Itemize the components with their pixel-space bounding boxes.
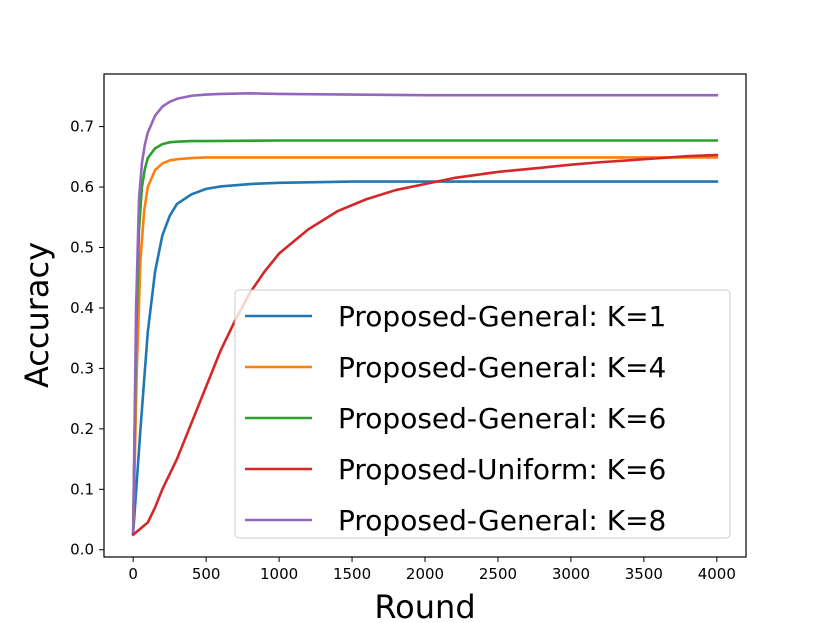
x-tick-label: 4000 — [698, 565, 736, 583]
series-line-2 — [131, 156, 719, 533]
series-layer — [131, 92, 719, 537]
y-axis-label: Accuracy — [18, 242, 56, 388]
legend-label: Proposed-General: K=4 — [338, 351, 666, 384]
series-line-5 — [131, 92, 719, 533]
y-tick-label: 0.2 — [70, 420, 94, 438]
y-tick-label: 0.4 — [70, 299, 94, 317]
x-axis-ticks: 0 500 1000 1500 2000 2500 3000 3500 4000 — [128, 557, 736, 583]
x-axis-label: Round — [374, 588, 475, 623]
y-tick-label: 0.5 — [70, 238, 94, 256]
x-tick-label: 2500 — [479, 565, 517, 583]
legend: Proposed-General: K=1 Proposed-General: K… — [234, 289, 731, 539]
x-tick-label: 1000 — [260, 565, 298, 583]
y-axis-ticks: 0.0 0.1 0.2 0.3 0.4 0.5 0.6 0.7 — [70, 118, 104, 559]
x-tick-label: 0 — [128, 565, 138, 583]
x-tick-label: 3500 — [625, 565, 663, 583]
x-tick-label: 3000 — [552, 565, 590, 583]
y-tick-label: 0.3 — [70, 359, 94, 377]
series-line-3 — [131, 139, 719, 533]
legend-label: Proposed-Uniform: K=6 — [338, 453, 666, 486]
legend-label: Proposed-General: K=1 — [338, 300, 666, 333]
series-line-4 — [131, 153, 719, 537]
y-tick-label: 0.1 — [70, 480, 94, 498]
legend-box — [234, 289, 731, 539]
legend-label: Proposed-General: K=6 — [338, 402, 666, 435]
series-line-1 — [131, 180, 719, 535]
y-tick-label: 0.0 — [70, 541, 94, 559]
x-tick-label: 2000 — [406, 565, 444, 583]
x-tick-label: 1500 — [333, 565, 371, 583]
x-tick-label: 500 — [192, 565, 221, 583]
y-tick-label: 0.6 — [70, 178, 94, 196]
y-tick-label: 0.7 — [70, 118, 94, 136]
legend-label: Proposed-General: K=8 — [338, 504, 666, 537]
